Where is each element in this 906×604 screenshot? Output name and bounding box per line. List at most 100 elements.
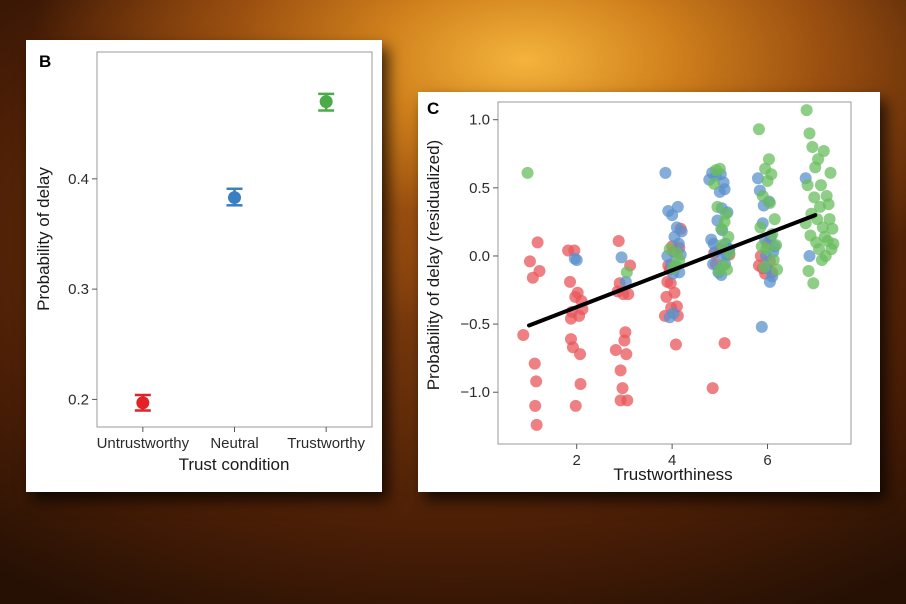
scatter-point bbox=[614, 364, 627, 377]
scatter-point bbox=[711, 200, 724, 213]
scatter-point bbox=[528, 357, 541, 370]
scatter-point bbox=[807, 277, 820, 290]
x-tick-label: Trustworthy bbox=[287, 435, 365, 452]
regression-line bbox=[527, 213, 818, 328]
scatter-point bbox=[622, 288, 635, 301]
y-tick-label: 0.0 bbox=[469, 248, 490, 265]
scatter-series bbox=[521, 104, 840, 290]
scatter-point bbox=[529, 399, 542, 412]
y-tick-label: 0.5 bbox=[469, 180, 490, 197]
scatter-point bbox=[523, 255, 536, 268]
scatter-point bbox=[767, 254, 780, 267]
scatter-point bbox=[770, 239, 783, 252]
scatter-point bbox=[823, 213, 836, 226]
panel-letter-b: B bbox=[39, 52, 51, 71]
scatter-point bbox=[722, 230, 735, 243]
scatter-point bbox=[720, 263, 733, 276]
scatter-point bbox=[817, 145, 830, 158]
scatter-point bbox=[803, 249, 816, 262]
scatter-point bbox=[765, 168, 778, 181]
scatter-point bbox=[615, 251, 628, 264]
scatter-point bbox=[760, 243, 773, 256]
data-point bbox=[318, 92, 335, 112]
scatter-point bbox=[771, 263, 784, 276]
scatter-point bbox=[517, 328, 530, 341]
scatter-point bbox=[531, 236, 544, 249]
y-tick-label: −0.5 bbox=[460, 316, 490, 333]
scatter-point bbox=[763, 196, 776, 209]
scatter-point bbox=[574, 348, 587, 361]
scatter-point bbox=[667, 307, 680, 320]
scatter-point bbox=[708, 177, 721, 190]
scatter-point bbox=[609, 343, 622, 356]
mean-marker bbox=[319, 95, 333, 109]
scatter-point bbox=[752, 123, 765, 136]
mean-marker bbox=[136, 396, 150, 410]
x-tick-label: 4 bbox=[668, 452, 676, 469]
y-tick-label: 0.4 bbox=[68, 171, 89, 188]
scatter-point bbox=[564, 275, 577, 288]
scatter-point bbox=[718, 337, 731, 350]
y-axis-title-b: Probability of delay bbox=[34, 167, 53, 311]
x-tick-label: 6 bbox=[763, 452, 771, 469]
scatter-point bbox=[822, 198, 835, 211]
scatter-point bbox=[521, 166, 534, 179]
scatter-point bbox=[754, 221, 767, 234]
x-axis-title-c: Trustworthiness bbox=[613, 465, 732, 484]
scatter-point bbox=[827, 237, 840, 250]
scatter-point bbox=[659, 166, 672, 179]
scatter-point bbox=[530, 418, 543, 431]
panel-letter-c: C bbox=[427, 99, 439, 118]
scatter-point bbox=[806, 140, 819, 153]
scatter-point bbox=[664, 277, 677, 290]
scatter-point bbox=[620, 266, 633, 279]
y-tick-label: 0.2 bbox=[68, 391, 89, 408]
scatter-point bbox=[672, 237, 685, 250]
scatter-point bbox=[621, 394, 634, 407]
x-axis-title-b: Trust condition bbox=[179, 455, 290, 474]
scatter-point bbox=[751, 172, 764, 185]
scatter-point bbox=[816, 221, 829, 234]
scatter-point bbox=[801, 179, 814, 192]
scatter-point bbox=[768, 213, 781, 226]
scatter-point bbox=[720, 207, 733, 220]
data-point bbox=[226, 187, 243, 207]
scatter-point bbox=[758, 260, 771, 273]
scatter-point bbox=[619, 326, 632, 339]
scatter-series bbox=[517, 222, 779, 431]
scatter-point bbox=[612, 234, 625, 247]
scatter-point bbox=[814, 179, 827, 192]
scatter-point bbox=[669, 338, 682, 351]
scatter-point bbox=[616, 382, 629, 395]
scatter-point bbox=[824, 166, 837, 179]
scatter-point bbox=[826, 222, 839, 235]
scatter-point bbox=[762, 153, 775, 166]
scatter-point bbox=[802, 264, 815, 277]
x-tick-label: Neutral bbox=[210, 435, 258, 452]
x-tick-label: Untrustworthy bbox=[97, 435, 190, 452]
scatter-point bbox=[706, 382, 719, 395]
y-tick-label: 0.3 bbox=[68, 281, 89, 298]
y-axis-title-c: Probability of delay (residualized) bbox=[424, 140, 443, 390]
scatter-point bbox=[668, 286, 681, 299]
y-tick-label: −1.0 bbox=[460, 384, 490, 401]
scatter-point bbox=[808, 191, 821, 204]
scatter-point bbox=[803, 127, 816, 140]
x-tick-label: 2 bbox=[573, 452, 581, 469]
scatter-point bbox=[533, 264, 546, 277]
scatter-point bbox=[673, 254, 686, 267]
scatter-point bbox=[755, 320, 768, 333]
scatter-point bbox=[570, 254, 583, 267]
scatter-point bbox=[574, 378, 587, 391]
scatter-point bbox=[530, 375, 543, 388]
chart-panel-b: B 0.2 0.3 0.4 Untrustworthy Neutral Trustwor… bbox=[26, 40, 382, 492]
scatter-point bbox=[569, 399, 582, 412]
scatter-point bbox=[713, 162, 726, 175]
scatter-point bbox=[620, 348, 633, 361]
scatter-point bbox=[671, 200, 684, 213]
scatter-point bbox=[800, 104, 813, 117]
plot-frame-c bbox=[497, 101, 852, 445]
plot-frame-b bbox=[96, 51, 373, 428]
